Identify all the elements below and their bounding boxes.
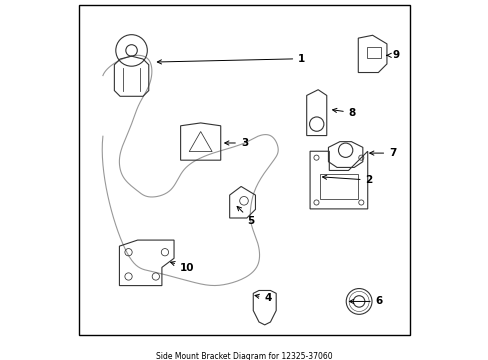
Text: 3: 3 (224, 138, 247, 148)
Text: 6: 6 (349, 296, 382, 306)
Text: 1: 1 (157, 54, 305, 64)
Text: 2: 2 (322, 175, 372, 185)
Text: 9: 9 (386, 50, 399, 60)
Text: 5: 5 (237, 206, 254, 225)
Text: 10: 10 (170, 262, 194, 273)
Bar (319, 174, 357, 199)
Text: 8: 8 (332, 108, 355, 118)
Text: Side Mount Bracket Diagram for 12325-37060: Side Mount Bracket Diagram for 12325-370… (156, 352, 332, 360)
Text: 4: 4 (255, 293, 271, 303)
Text: 7: 7 (369, 148, 396, 158)
Bar (366, 47, 381, 58)
